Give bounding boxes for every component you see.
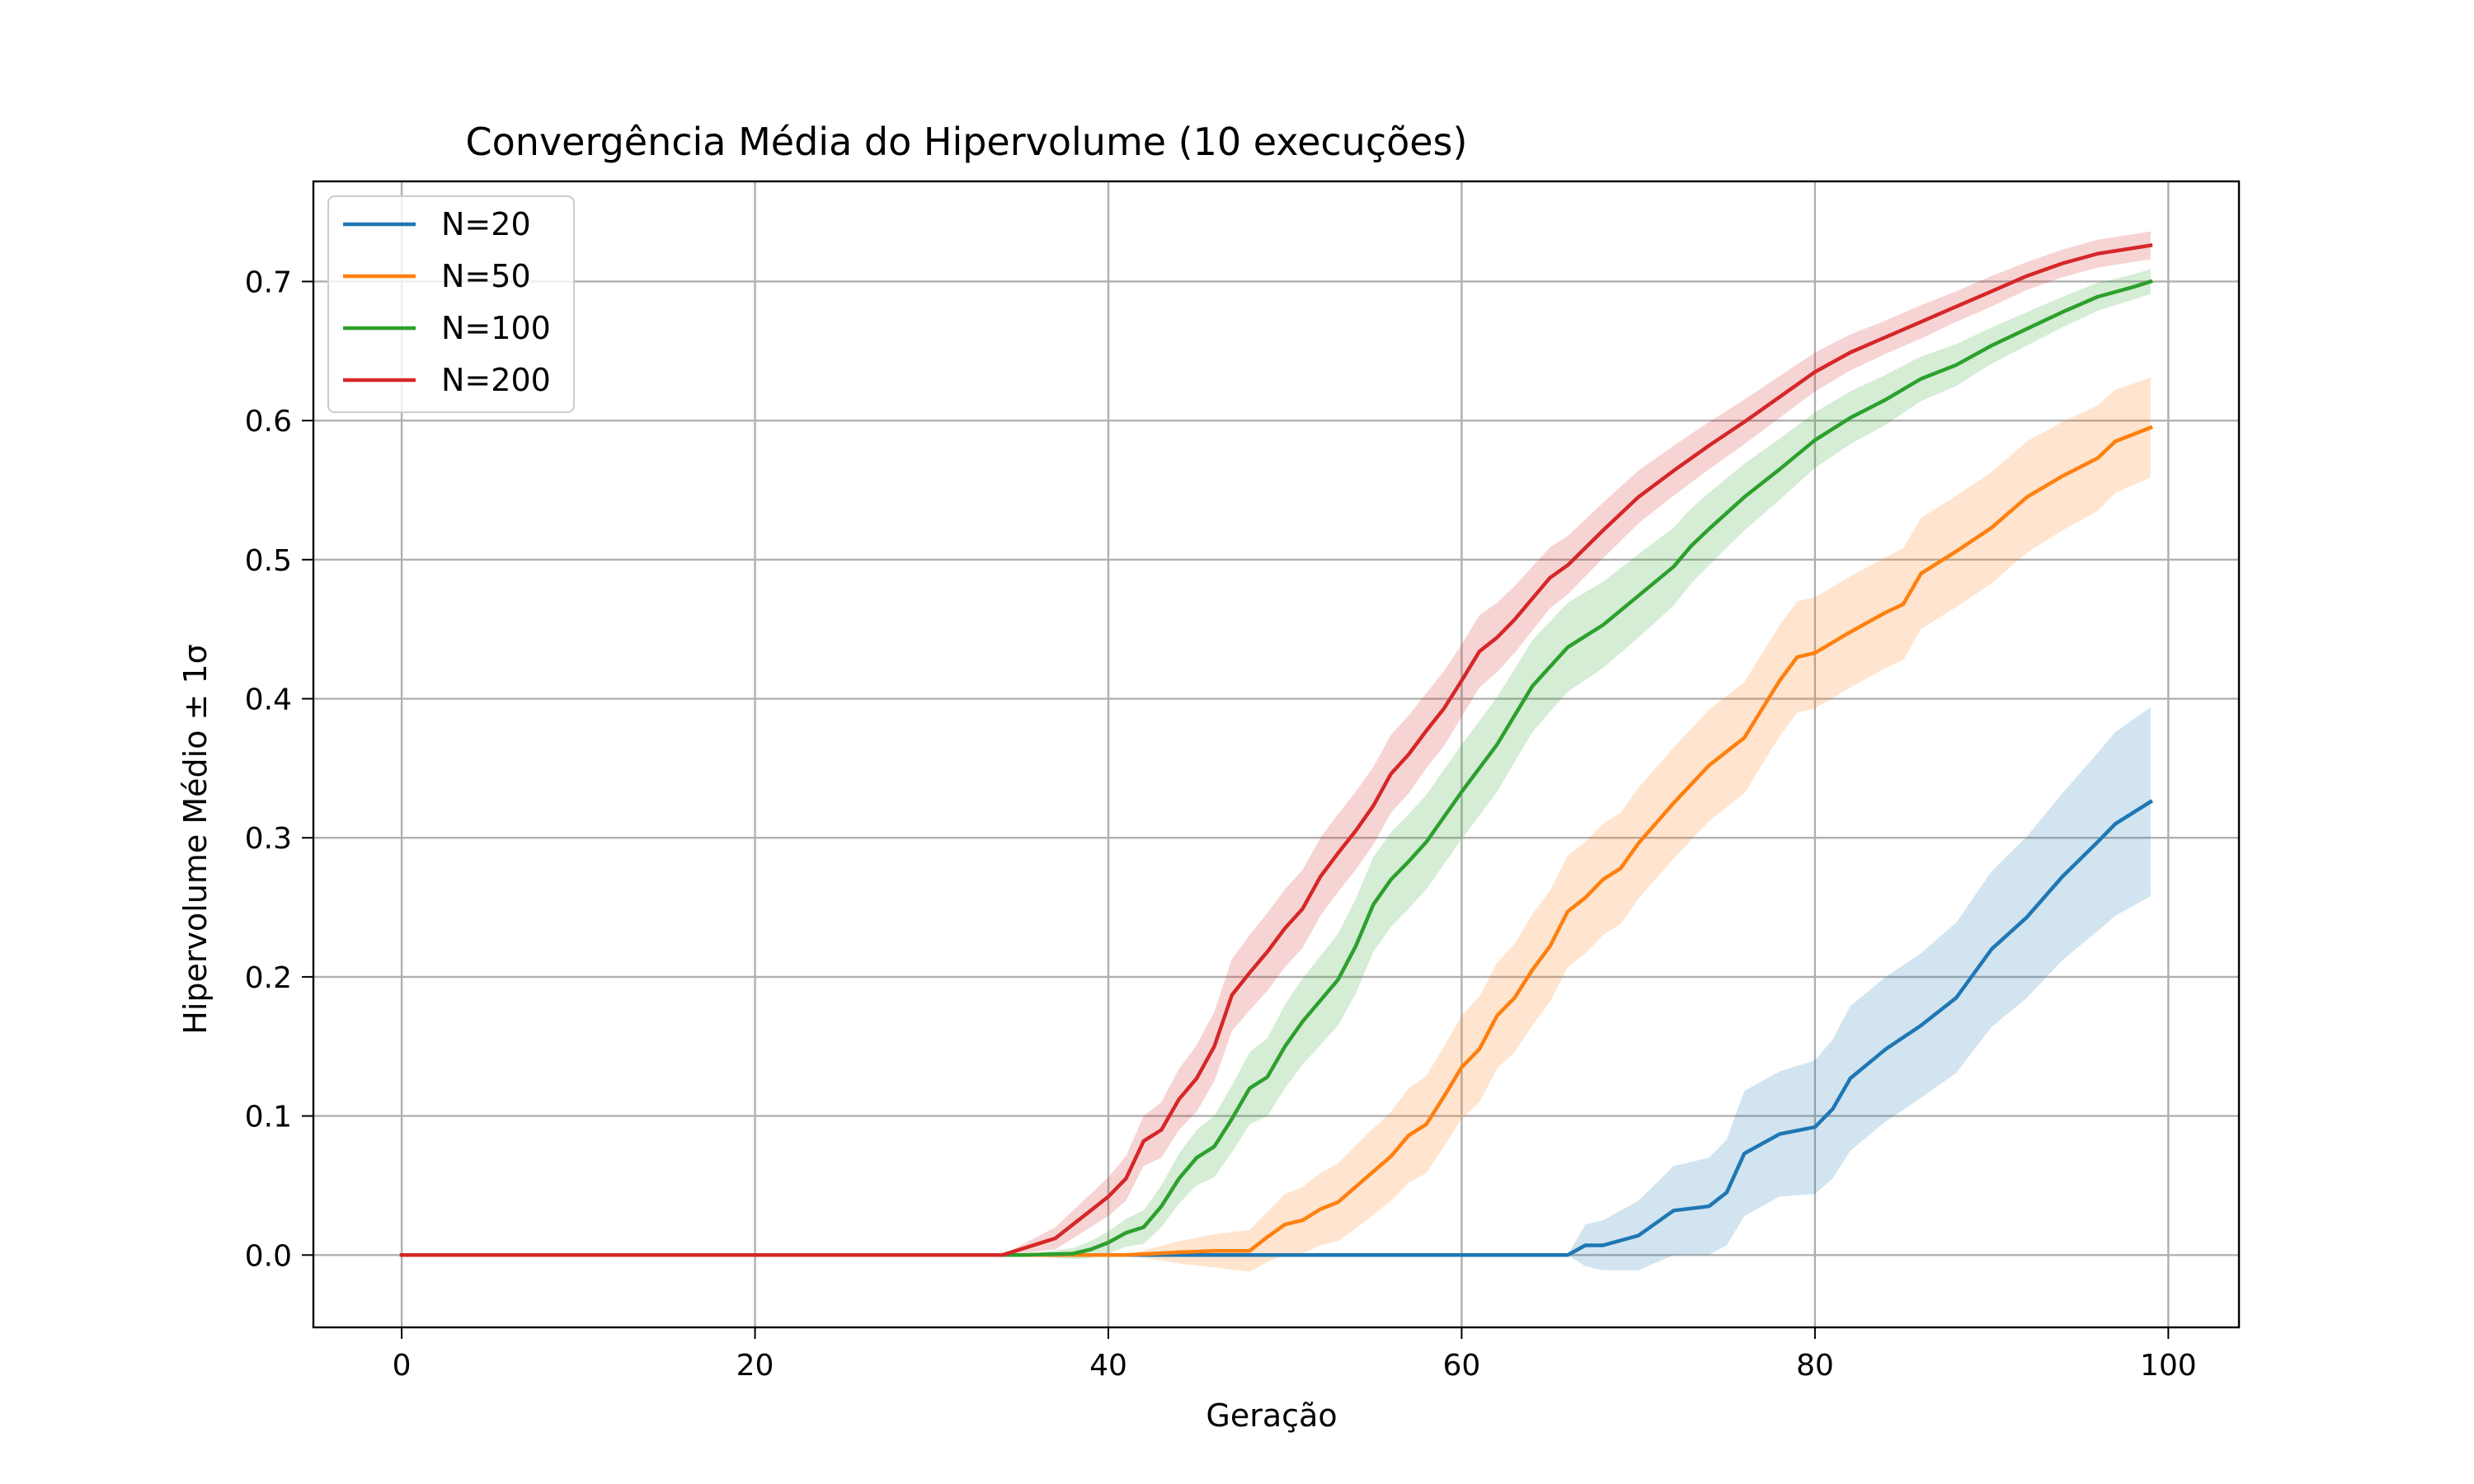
- legend: N=20 N=50 N=100 N=200: [327, 195, 575, 413]
- x-tick-label: 0: [393, 1349, 412, 1383]
- x-tick-label: 80: [1796, 1349, 1834, 1383]
- series-line-n200: [399, 243, 2153, 1257]
- x-tick-label: 20: [736, 1349, 774, 1383]
- y-tick-label: 0.6: [245, 405, 292, 439]
- y-tick-label: 0.1: [245, 1101, 292, 1134]
- y-axis-label: Hipervolume Médio ± 1σ: [177, 644, 214, 1034]
- chart-title: Convergência Média do Hipervolume (10 ex…: [466, 120, 1468, 164]
- x-tick-label: 40: [1089, 1349, 1127, 1383]
- legend-label: N=20: [441, 206, 531, 242]
- series-line-n50: [399, 425, 2153, 1257]
- x-axis-label: Geração: [1206, 1397, 1337, 1434]
- axis-ticks: 0 20 40 60 80 100 0.0 0.1 0.2 0.3 0.4 0.5 0.6 0.7: [245, 265, 2197, 1383]
- y-tick-label: 0.7: [245, 265, 292, 299]
- y-tick-label: 0.4: [245, 683, 292, 717]
- legend-label: N=200: [441, 362, 551, 398]
- plot-frame: [312, 180, 2241, 1329]
- y-tick-label: 0.0: [245, 1239, 292, 1273]
- legend-frame: [327, 195, 575, 413]
- legend-label: N=50: [441, 258, 531, 294]
- x-tick-label: 100: [2140, 1349, 2197, 1383]
- y-tick-label: 0.3: [245, 822, 292, 856]
- std-bands: [402, 231, 2151, 1272]
- y-tick-label: 0.5: [245, 544, 292, 578]
- series-lines: [399, 243, 2154, 1257]
- series-line-n20: [399, 799, 2154, 1257]
- gridlines: [313, 181, 2239, 1327]
- y-tick-label: 0.2: [245, 961, 292, 995]
- x-tick-label: 60: [1443, 1349, 1481, 1383]
- legend-label: N=100: [441, 310, 551, 346]
- series-line-n100: [399, 279, 2153, 1257]
- std-band-n100: [402, 269, 2151, 1260]
